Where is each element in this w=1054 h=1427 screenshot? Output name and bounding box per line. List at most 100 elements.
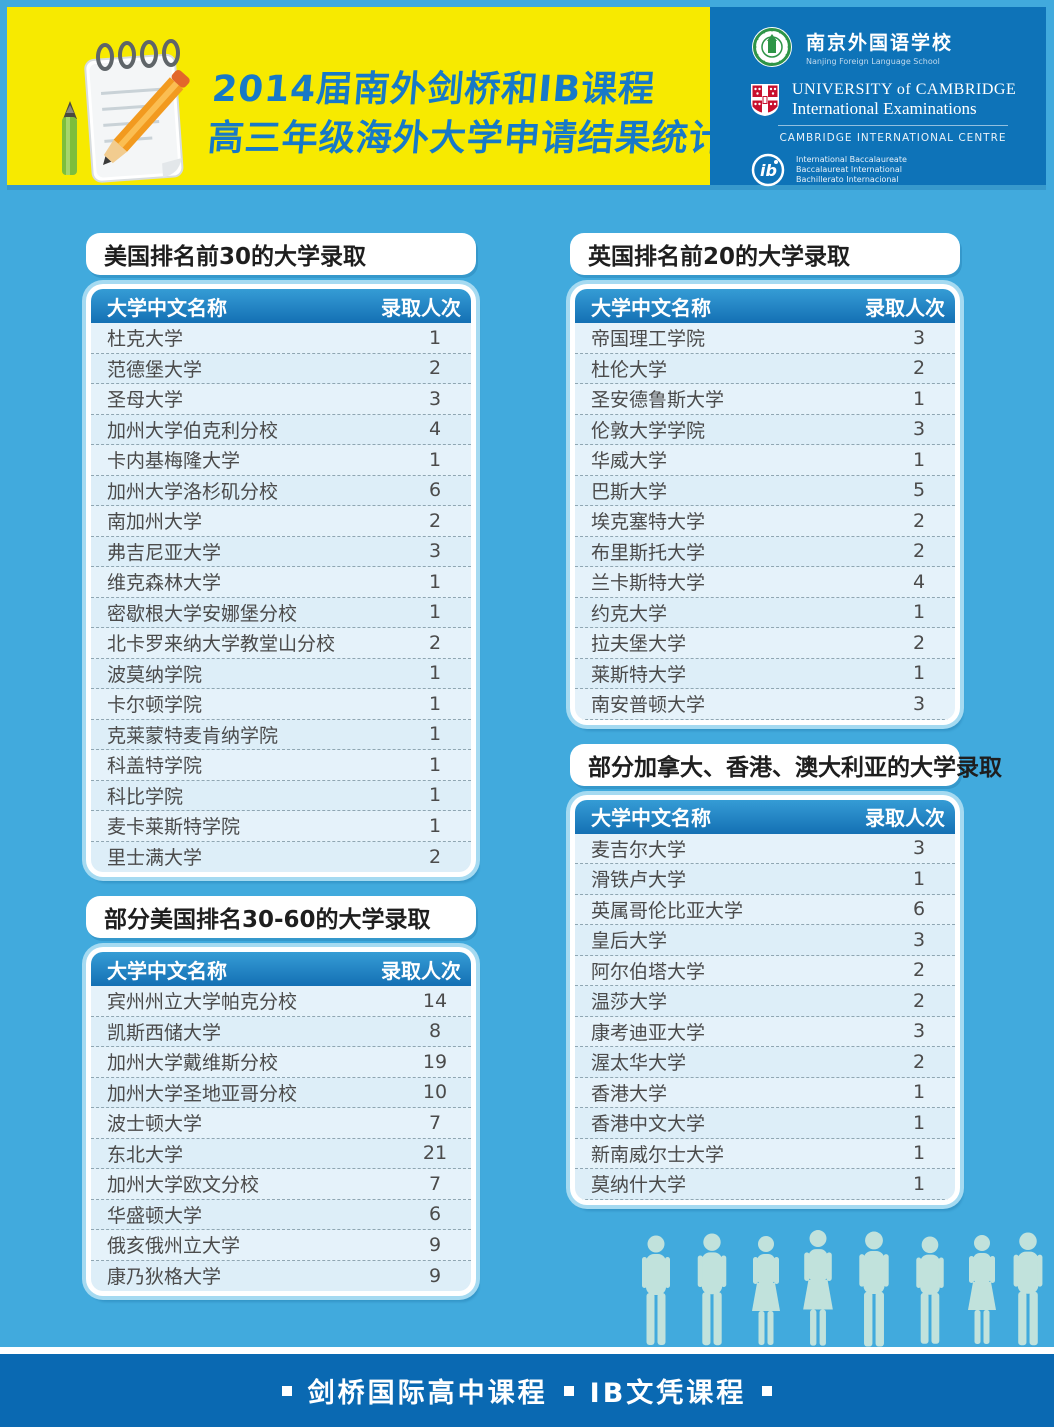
admission-count: 1 [428,448,442,471]
admission-count: 2 [428,845,442,868]
table-ca-hk-au: 大学中文名称 录取人次 麦吉尔大学 3 滑铁卢大学 1 英属哥伦比亚大学 6 皇后大学 3 阿尔… [570,794,960,1205]
admission-count: 6 [912,898,926,921]
admission-count: 1 [912,662,926,685]
admission-count: 3 [428,540,442,563]
admission-count: 2 [912,1050,926,1073]
table-us-30-60: 大学中文名称 录取人次 宾州州立大学帕克分校 14 凯斯西储大学 8 加州大学戴维斯分校… [86,947,476,1296]
section-title-uk-top20: 英国排名前20的大学录取 [570,233,960,275]
admission-count: 7 [428,1172,442,1195]
school-seal-icon [752,27,792,67]
table-header-row: 大学中文名称 录取人次 [575,799,955,834]
cambridge-centre-row: CAMBRIDGE INTERNATIONAL CENTRE [778,125,1008,144]
school-logo-row: 南京外国语学校 Nanjing Foreign Language School [750,25,1046,69]
university-name: 麦卡莱斯特学院 [107,816,241,839]
admission-count: 4 [428,418,442,441]
admission-count: 1 [912,1111,926,1134]
university-name: 帝国理工学院 [591,328,706,351]
people-silhouettes [642,1230,1043,1347]
admission-count: 19 [422,1050,448,1073]
university-name: 波士顿大学 [107,1113,203,1136]
admission-count: 1 [428,784,442,807]
university-name: 巴斯大学 [591,480,668,503]
university-name: 加州大学戴维斯分校 [107,1052,279,1075]
university-name: 宾州州立大学帕克分校 [107,991,298,1014]
table-row: 卡内基梅隆大学 1 [91,445,471,476]
admission-count: 1 [428,814,442,837]
university-name: 埃克塞特大学 [591,511,706,534]
admission-count: 1 [912,1081,926,1104]
university-name: 北卡罗来纳大学教堂山分校 [107,633,336,656]
table-row: 维克森林大学 1 [91,567,471,598]
admission-count: 1 [912,1142,926,1165]
admission-count: 2 [912,631,926,654]
bullet-square [563,1385,574,1396]
footer-program-2: IB文凭课程 [589,1378,747,1409]
table-row: 科盖特学院 1 [91,750,471,781]
admission-count: 1 [912,448,926,471]
university-name: 皇后大学 [591,930,668,953]
table-row: 圣安德鲁斯大学 1 [575,384,955,415]
table-row: 阿尔伯塔大学 2 [575,955,955,986]
table-row: 科比学院 1 [91,780,471,811]
footer-program-1: 剑桥国际高中课程 [307,1378,548,1409]
admission-count: 2 [912,540,926,563]
university-name: 圣安德鲁斯大学 [591,389,725,412]
bullet-square [762,1385,773,1396]
admission-count: 1 [428,570,442,593]
table-row: 加州大学欧文分校 7 [91,1169,471,1200]
university-name: 约克大学 [591,602,668,625]
table-row: 麦吉尔大学 3 [575,833,955,864]
admission-count: 1 [912,867,926,890]
admission-count: 6 [428,479,442,502]
admission-count: 1 [428,662,442,685]
table-row: 皇后大学 3 [575,925,955,956]
table-row: 杜克大学 1 [91,323,471,354]
admission-count: 2 [428,509,442,532]
column-header-university: 大学中文名称 [591,806,711,830]
admission-count: 2 [428,357,442,380]
university-name: 滑铁卢大学 [591,869,687,892]
header-yellow-band: 2014届南外剑桥和IB课程 高三年级海外大学申请结果统计 [7,7,728,185]
admission-count: 3 [912,928,926,951]
admission-count: 3 [912,1020,926,1043]
university-name: 加州大学伯克利分校 [107,419,279,442]
left-column: 美国排名前30的大学录取 大学中文名称 录取人次 杜克大学 1 范德堡大学 2 圣母大学… [86,233,476,1300]
table-row: 加州大学圣地亚哥分校 10 [91,1077,471,1108]
column-header-university: 大学中文名称 [107,958,227,983]
university-name: 香港大学 [591,1082,668,1105]
cambridge-crest-icon [751,84,779,116]
admission-count: 3 [912,418,926,441]
university-name: 弗吉尼亚大学 [107,541,222,564]
university-name: 圣母大学 [107,389,184,412]
ib-line1: International Baccalaureate [796,155,907,164]
table-row: 卡尔顿学院 1 [91,689,471,720]
table-row: 宾州州立大学帕克分校 14 [91,986,471,1017]
table-row: 布里斯托大学 2 [575,536,955,567]
table-row: 加州大学洛杉矶分校 6 [91,475,471,506]
school-name-cn: 南京外国语学校 [806,32,954,54]
table-body: 麦吉尔大学 3 滑铁卢大学 1 英属哥伦比亚大学 6 皇后大学 3 阿尔伯塔大学 2 温莎大学 2 康考… [575,833,955,1200]
table-row: 莫纳什大学 1 [575,1169,955,1200]
university-name: 温莎大学 [591,991,668,1014]
footer-band: 剑桥国际高中课程 IB文凭课程 [0,1354,1054,1427]
cambridge-line1: UNIVERSITY of CAMBRIDGE [792,81,1017,98]
admission-count: 1 [428,601,442,624]
admission-count: 9 [428,1264,442,1287]
column-header-university: 大学中文名称 [107,295,227,320]
university-name: 新南威尔士大学 [591,1143,725,1166]
ib-logo-row: ib International Baccalaureate Baccalaur… [750,152,1046,188]
university-name: 维克森林大学 [107,572,222,595]
section-title-us-30-60: 部分美国排名30-60的大学录取 [86,896,476,938]
university-name: 波莫纳学院 [107,663,203,686]
university-name: 阿尔伯塔大学 [591,960,706,983]
university-name: 克莱蒙特麦肯纳学院 [107,724,279,747]
admission-count: 1 [428,326,442,349]
ib-line2: Baccalaureat International [796,165,902,174]
table-header-row: 大学中文名称 录取人次 [91,952,471,986]
table-row: 拉夫堡大学 2 [575,628,955,659]
table-row: 俄亥俄州立大学 9 [91,1230,471,1261]
admission-count: 2 [912,959,926,982]
school-name-en: Nanjing Foreign Language School [806,57,940,66]
right-column: 英国排名前20的大学录取 大学中文名称 录取人次 帝国理工学院 3 杜伦大学 2 圣安德… [570,233,1002,1209]
table-row: 帝国理工学院 3 [575,323,955,354]
